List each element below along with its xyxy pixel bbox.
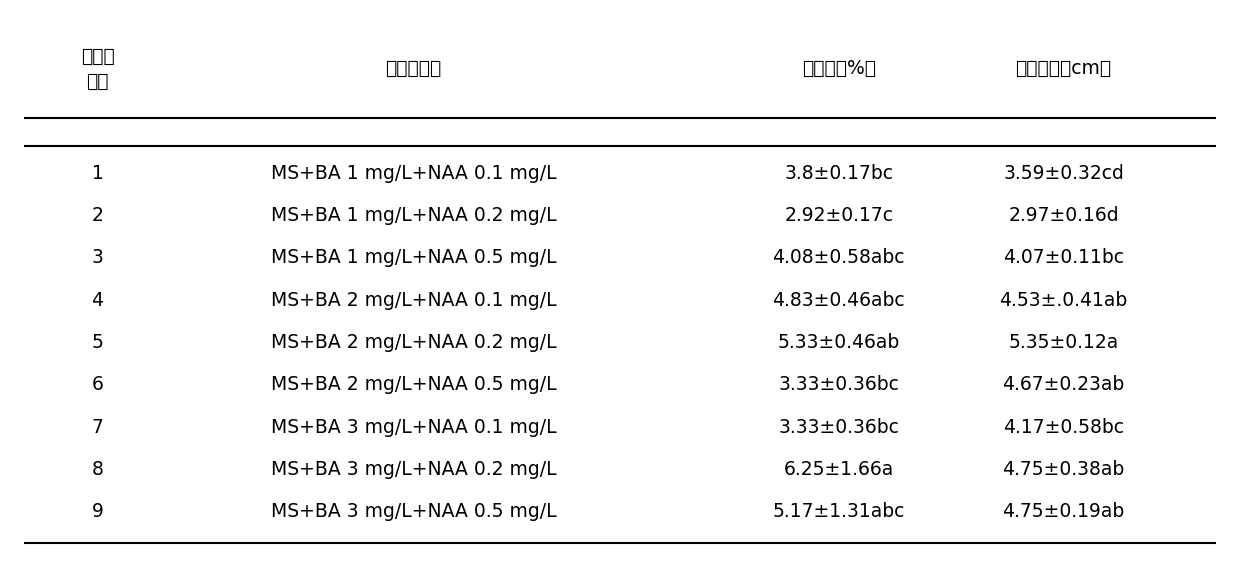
Text: MS+BA 1 mg/L+NAA 0.1 mg/L: MS+BA 1 mg/L+NAA 0.1 mg/L (270, 164, 557, 183)
Text: 3.33±0.36bc: 3.33±0.36bc (779, 375, 899, 394)
Text: 2: 2 (92, 206, 103, 225)
Text: 4.83±0.46abc: 4.83±0.46abc (773, 291, 905, 310)
Text: 4: 4 (92, 291, 103, 310)
Text: 5.33±0.46ab: 5.33±0.46ab (777, 333, 900, 352)
Text: 增殖率（%）: 增殖率（%） (802, 59, 875, 79)
Text: 培养基成份: 培养基成份 (386, 59, 441, 79)
Text: 5: 5 (92, 333, 103, 352)
Text: 平均苗高（cm）: 平均苗高（cm） (1016, 59, 1111, 79)
Text: MS+BA 2 mg/L+NAA 0.1 mg/L: MS+BA 2 mg/L+NAA 0.1 mg/L (270, 291, 557, 310)
Text: 4.08±0.58abc: 4.08±0.58abc (773, 249, 905, 268)
Text: MS+BA 1 mg/L+NAA 0.2 mg/L: MS+BA 1 mg/L+NAA 0.2 mg/L (270, 206, 557, 225)
Text: 4.67±0.23ab: 4.67±0.23ab (1002, 375, 1125, 394)
Text: 5.17±1.31abc: 5.17±1.31abc (773, 503, 905, 522)
Text: 3: 3 (92, 249, 103, 268)
Text: 4.75±0.19ab: 4.75±0.19ab (1002, 503, 1125, 522)
Text: MS+BA 3 mg/L+NAA 0.1 mg/L: MS+BA 3 mg/L+NAA 0.1 mg/L (270, 418, 557, 437)
Text: 9: 9 (92, 503, 103, 522)
Text: 4.75±0.38ab: 4.75±0.38ab (1002, 460, 1125, 479)
Text: 培养基
编号: 培养基 编号 (81, 47, 114, 91)
Text: 6.25±1.66a: 6.25±1.66a (784, 460, 894, 479)
Text: 3.8±0.17bc: 3.8±0.17bc (784, 164, 893, 183)
Text: 8: 8 (92, 460, 103, 479)
Text: 4.07±0.11bc: 4.07±0.11bc (1003, 249, 1123, 268)
Text: 3.59±0.32cd: 3.59±0.32cd (1003, 164, 1123, 183)
Text: MS+BA 2 mg/L+NAA 0.5 mg/L: MS+BA 2 mg/L+NAA 0.5 mg/L (270, 375, 557, 394)
Text: 5.35±0.12a: 5.35±0.12a (1008, 333, 1118, 352)
Text: 4.17±0.58bc: 4.17±0.58bc (1003, 418, 1123, 437)
Text: 7: 7 (92, 418, 103, 437)
Text: MS+BA 2 mg/L+NAA 0.2 mg/L: MS+BA 2 mg/L+NAA 0.2 mg/L (270, 333, 557, 352)
Text: MS+BA 3 mg/L+NAA 0.5 mg/L: MS+BA 3 mg/L+NAA 0.5 mg/L (270, 503, 557, 522)
Text: MS+BA 3 mg/L+NAA 0.2 mg/L: MS+BA 3 mg/L+NAA 0.2 mg/L (270, 460, 557, 479)
Text: 2.97±0.16d: 2.97±0.16d (1008, 206, 1118, 225)
Text: MS+BA 1 mg/L+NAA 0.5 mg/L: MS+BA 1 mg/L+NAA 0.5 mg/L (270, 249, 557, 268)
Text: 4.53±.0.41ab: 4.53±.0.41ab (999, 291, 1127, 310)
Text: 6: 6 (92, 375, 103, 394)
Text: 3.33±0.36bc: 3.33±0.36bc (779, 418, 899, 437)
Text: 2.92±0.17c: 2.92±0.17c (784, 206, 893, 225)
Text: 1: 1 (92, 164, 103, 183)
